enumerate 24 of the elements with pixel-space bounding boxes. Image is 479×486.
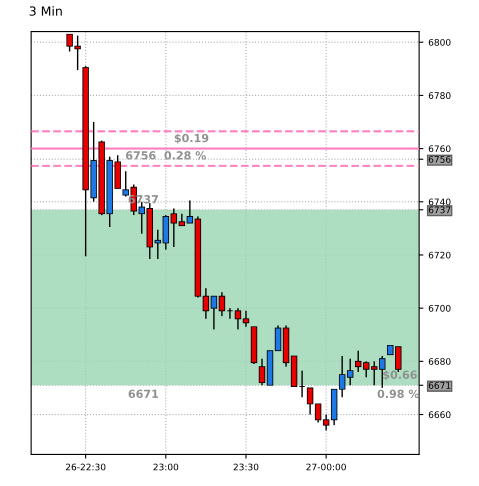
candlestick [258, 358, 266, 386]
y-tick-label: 6800 [428, 38, 451, 46]
y-tick-label: 6671 [428, 382, 450, 389]
annotation: 6671 [128, 390, 158, 398]
y-tick-label: 6660 [428, 411, 451, 418]
chart-title: 3 Min [30, 6, 62, 16]
x-tick-label: 26-22:30 [66, 464, 106, 470]
annotation: 6756 0.28 % [126, 151, 206, 160]
candlestick [298, 370, 306, 398]
y-tick-label: 6737 [428, 206, 450, 214]
y-tick-label: 6780 [428, 92, 451, 99]
candlestick [234, 307, 242, 330]
y-tick-label: 6756 [428, 156, 451, 163]
y-tick-label: 6680 [428, 358, 451, 365]
candlestick [226, 307, 234, 320]
annotation: $0.19 [174, 134, 208, 144]
annotation: $0.66 [383, 370, 417, 380]
x-tick-label: 27-00:00 [306, 464, 346, 470]
y-tick-label: 6760 [428, 145, 451, 152]
y-tick-label: 6740 [428, 198, 451, 206]
x-tick-label: 23:00 [153, 464, 178, 470]
x-tick-label: 23:30 [234, 464, 258, 470]
y-tick-label: 6700 [428, 304, 451, 312]
y-tick-label: 6720 [428, 252, 451, 259]
